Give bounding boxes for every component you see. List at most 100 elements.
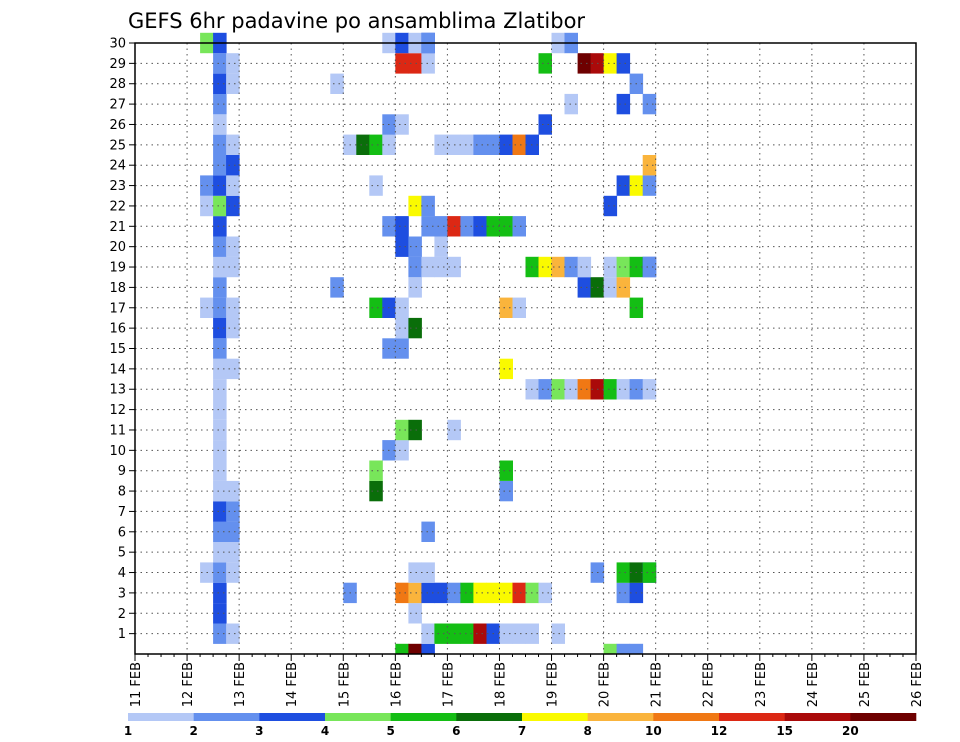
colorbar-label: 2 xyxy=(189,724,197,738)
y-tick-label: 2 xyxy=(118,607,126,622)
precip-cell xyxy=(460,582,474,604)
precip-cell xyxy=(213,134,227,155)
y-tick-label: 23 xyxy=(109,179,126,194)
precip-cell xyxy=(226,256,240,278)
precip-cell xyxy=(213,440,227,461)
precip-cell xyxy=(642,93,657,115)
y-tick-label: 29 xyxy=(109,57,126,72)
y-tick-label: 16 xyxy=(109,322,126,337)
colorbar-label: 6 xyxy=(452,724,460,738)
y-tick-label: 15 xyxy=(109,342,126,357)
precip-cell xyxy=(213,521,227,542)
precip-cell xyxy=(499,460,513,481)
x-tick-label: 13 FEB xyxy=(233,662,248,707)
x-tick-label: 12 FEB xyxy=(181,662,196,707)
precip-cell xyxy=(616,53,631,74)
colorbar-swatch xyxy=(456,713,523,721)
precip-cell xyxy=(421,623,435,644)
precip-cell xyxy=(213,338,227,359)
precip-cell xyxy=(642,175,657,196)
precip-cell xyxy=(226,195,240,217)
precip-cell xyxy=(226,236,240,257)
y-tick-label: 13 xyxy=(109,383,126,398)
precip-cell xyxy=(369,460,383,481)
precip-cell xyxy=(499,480,513,502)
precip-cell xyxy=(603,256,618,278)
colorbar-swatch xyxy=(719,713,785,721)
precip-cell xyxy=(226,53,240,74)
precip-cell xyxy=(213,358,227,380)
precip-cell xyxy=(642,155,657,176)
y-tick-label: 5 xyxy=(118,546,126,561)
colorbar-swatch xyxy=(193,713,260,721)
colorbar-label: 12 xyxy=(711,724,728,738)
precip-cell xyxy=(577,256,592,278)
precip-cell xyxy=(213,256,227,278)
precip-cell xyxy=(213,236,227,257)
precip-cell xyxy=(213,480,227,502)
x-tick-label: 25 FEB xyxy=(858,662,873,707)
precip-cell xyxy=(226,358,240,380)
precip-cell xyxy=(564,93,578,115)
colorbar-swatch xyxy=(325,713,391,721)
dotted-grid xyxy=(135,42,916,654)
precip-cell xyxy=(603,195,618,217)
precip-cell xyxy=(213,317,227,339)
precip-cell xyxy=(642,562,657,583)
x-tick-label: 16 FEB xyxy=(389,662,404,707)
precip-cell xyxy=(226,175,240,196)
precip-cell xyxy=(226,155,240,176)
precip-cell xyxy=(213,562,227,583)
precip-cell xyxy=(512,297,526,318)
precip-cell xyxy=(421,195,435,217)
precip-cell xyxy=(512,623,526,644)
precip-cell xyxy=(616,582,631,604)
precip-cell xyxy=(226,134,240,155)
colorbar-label: 20 xyxy=(842,724,859,738)
precip-cell xyxy=(616,93,631,115)
precip-cell xyxy=(421,53,435,74)
precip-cell xyxy=(603,53,618,74)
colorbar-label: 7 xyxy=(518,724,526,738)
precip-cell xyxy=(369,175,383,196)
colorbar-swatch xyxy=(522,713,588,721)
precip-cell xyxy=(213,175,227,196)
x-tick-label: 17 FEB xyxy=(441,662,456,707)
colorbar-swatch xyxy=(390,713,457,721)
precip-cell xyxy=(616,562,631,583)
precip-cell xyxy=(512,582,526,604)
colorbar-label: 4 xyxy=(321,724,329,738)
precip-cell xyxy=(408,236,422,257)
precip-cell xyxy=(473,582,487,604)
precip-cell xyxy=(213,53,227,74)
precip-cell xyxy=(213,277,227,298)
x-tick-label: 14 FEB xyxy=(285,662,300,707)
precip-cell xyxy=(512,134,526,155)
precip-cell xyxy=(213,155,227,176)
colorbar-label: 3 xyxy=(255,724,263,738)
precip-cell xyxy=(213,93,227,115)
precip-cell xyxy=(499,358,513,380)
precip-cell xyxy=(499,216,513,237)
y-tick-label: 17 xyxy=(109,301,126,316)
precip-cell xyxy=(629,643,644,654)
precip-cell xyxy=(460,216,474,237)
precip-cell xyxy=(213,603,227,624)
y-tick-label: 12 xyxy=(109,403,126,418)
precip-cell xyxy=(213,399,227,420)
y-tick-label: 25 xyxy=(109,138,126,153)
colorbar: 1 2 3 4 5 6 7 8 10 12 15 20 xyxy=(124,713,917,738)
precip-cell xyxy=(369,297,383,318)
precip-cell xyxy=(538,256,552,278)
precip-cell xyxy=(421,256,435,278)
colorbar-swatch xyxy=(259,713,326,721)
y-tick-label: 8 xyxy=(118,485,126,500)
x-tick-label: 21 FEB xyxy=(650,662,665,707)
x-tick-label: 20 FEB xyxy=(598,662,613,707)
y-tick-label: 6 xyxy=(118,525,126,540)
precip-cell xyxy=(434,256,448,278)
precip-cell xyxy=(395,114,409,135)
y-axis-ticks: 1234567891011121314151617181920212223242… xyxy=(109,37,135,642)
precip-cell xyxy=(408,277,422,298)
precip-cell xyxy=(564,256,578,278)
